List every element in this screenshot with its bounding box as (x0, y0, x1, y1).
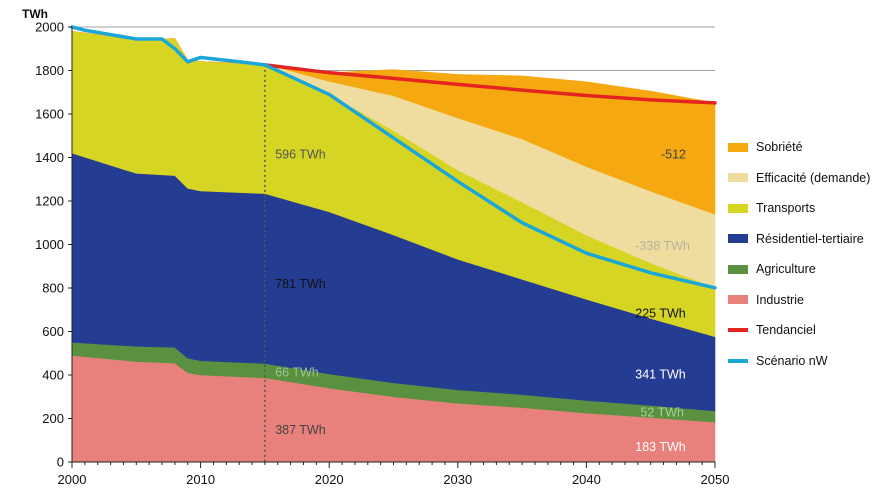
data-label: 183 TWh (635, 440, 686, 454)
legend-label: Efficacité (demande) (756, 170, 871, 185)
y-tick-label: 800 (42, 281, 64, 296)
y-tick-label: 400 (42, 368, 64, 383)
x-tick-label: 2050 (701, 472, 730, 487)
legend-label: Transports (756, 201, 816, 216)
legend-label: Tendanciel (756, 323, 816, 338)
chart-lines (70, 25, 717, 290)
legend-swatch (728, 203, 748, 213)
legend-swatch (728, 142, 748, 152)
legend: Sobriété Efficacité (demande) Transports Ré… (728, 132, 896, 376)
data-label: -512 (661, 148, 686, 162)
area-sobriete (71, 31, 716, 215)
legend-item-residentiel-tertiaire: Résidentiel-tertiaire (728, 224, 896, 255)
line-tendanciel (263, 63, 717, 105)
y-tick-label: 1400 (35, 150, 64, 165)
legend-item-industrie: Industrie (728, 285, 896, 316)
legend-swatch (728, 358, 748, 363)
legend-item-efficacite-demande: Efficacité (demande) (728, 163, 896, 194)
data-label: 341 TWh (635, 367, 686, 381)
data-label: 66 TWh (275, 366, 319, 380)
legend-label: Scénario nW (756, 353, 828, 368)
legend-label: Agriculture (756, 262, 816, 277)
legend-item-scenario-nw: Scénario nW (728, 346, 896, 377)
legend-item-tendanciel: Tendanciel (728, 315, 896, 346)
legend-label: Sobriété (756, 140, 803, 155)
y-tick-label: 2000 (35, 20, 64, 35)
legend-swatch (728, 234, 748, 244)
data-label: 596 TWh (275, 148, 326, 162)
y-tick-label: 1200 (35, 194, 64, 209)
y-tick-label: 1000 (35, 237, 64, 252)
legend-swatch (728, 264, 748, 274)
y-tick-label: 0 (57, 455, 64, 470)
data-label: 781 TWh (275, 277, 326, 291)
data-label: 387 TWh (275, 423, 326, 437)
line-scenario-nw (70, 25, 717, 290)
x-tick-label: 2010 (186, 472, 215, 487)
chart-areas (71, 31, 716, 463)
y-tick-label: 1600 (35, 107, 64, 122)
x-tick-label: 2020 (315, 472, 344, 487)
legend-item-sobriete: Sobriété (728, 132, 896, 163)
y-tick-label: 1800 (35, 63, 64, 78)
x-tick-label: 2040 (572, 472, 601, 487)
chart-axes (68, 26, 716, 468)
y-tick-label: 600 (42, 324, 64, 339)
legend-label: Résidentiel-tertiaire (756, 231, 864, 246)
x-tick-label: 2030 (443, 472, 472, 487)
legend-item-agriculture: Agriculture (728, 254, 896, 285)
legend-swatch (728, 328, 748, 333)
x-tick-label: 2000 (58, 472, 87, 487)
legend-label: Industrie (756, 292, 804, 307)
data-label: 52 TWh (640, 405, 684, 419)
legend-swatch (728, 173, 748, 183)
y-unit-label: TWh (22, 7, 48, 21)
y-tick-label: 200 (42, 411, 64, 426)
data-label: 225 TWh (635, 306, 686, 320)
chart-annotations: 596 TWh 781 TWh 66 TWh 387 TWh -512 -338 TWh 2… (275, 148, 690, 455)
legend-swatch (728, 295, 748, 305)
chart-tick-labels: 0 200 400 600 800 1000 1200 1400 1600 1800 2000 200… (35, 20, 729, 488)
data-label: -338 TWh (635, 239, 690, 253)
legend-item-transports: Transports (728, 193, 896, 224)
